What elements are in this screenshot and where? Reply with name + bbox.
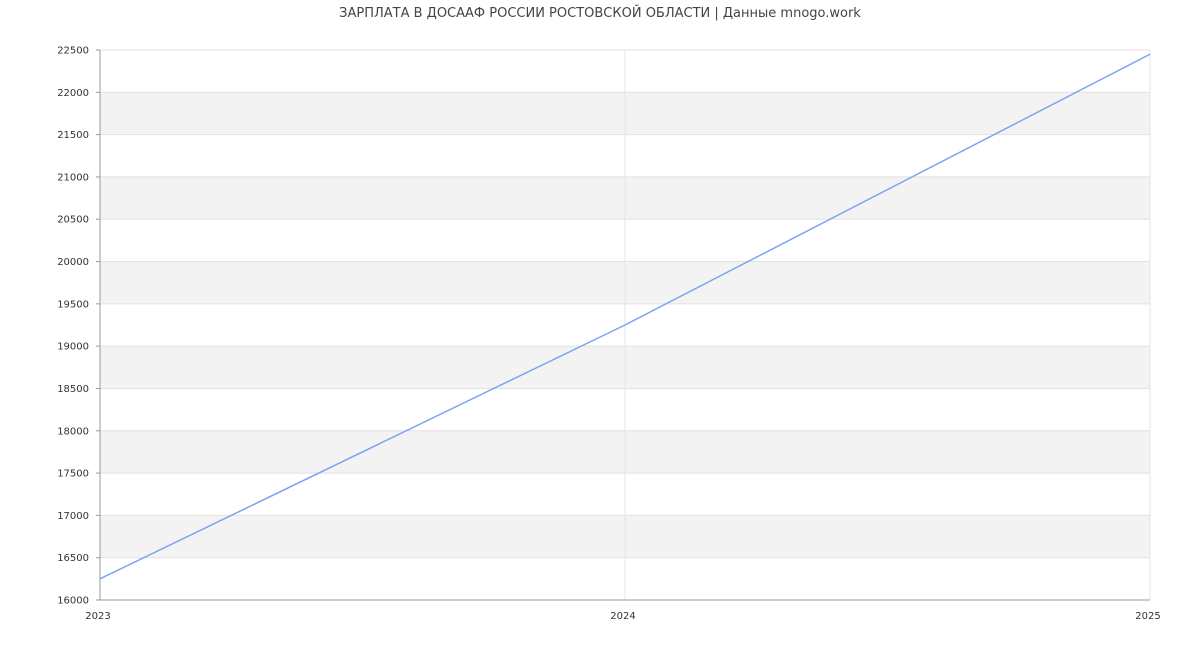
y-tick-label: 19000	[57, 342, 89, 353]
y-tick-label: 21500	[57, 130, 89, 141]
chart-title: ЗАРПЛАТА В ДОСААФ РОССИИ РОСТОВСКОЙ ОБЛА…	[339, 6, 861, 21]
y-tick-label: 22000	[57, 88, 89, 99]
y-tick-label: 20500	[57, 215, 89, 226]
y-tick-label: 18000	[57, 426, 89, 437]
y-tick-label: 17000	[57, 511, 89, 522]
series-line	[99, 53, 1151, 580]
y-tick-label: 16000	[57, 596, 89, 607]
x-tick-label: 2025	[1135, 611, 1160, 622]
x-tick-label: 2024	[610, 611, 635, 622]
y-tick-label: 17500	[57, 469, 89, 480]
x-tick-label: 2023	[85, 611, 110, 622]
y-tick-label: 20000	[57, 257, 89, 268]
y-tick-label: 16500	[57, 553, 89, 564]
y-tick-label: 18500	[57, 384, 89, 395]
y-tick-label: 22500	[57, 46, 89, 57]
y-tick-label: 21000	[57, 172, 89, 183]
y-tick-label: 19500	[57, 299, 89, 310]
